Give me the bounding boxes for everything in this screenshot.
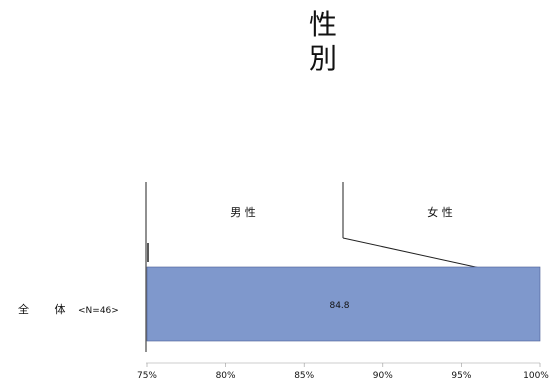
- legend-leader-line: [342, 237, 481, 269]
- x-tick-label: 100%: [523, 371, 549, 381]
- x-tick-label: 80%: [216, 371, 236, 381]
- chart-title-char-1: 性: [308, 8, 337, 41]
- legend-label-female: 女 性: [427, 205, 453, 219]
- bar-segment-male: [146, 266, 541, 342]
- chart-title-char-2: 別: [308, 42, 337, 75]
- x-tick-label: 90%: [373, 371, 393, 381]
- x-tick-label: 85%: [294, 371, 314, 381]
- x-tick-label: 75%: [137, 371, 157, 381]
- category-count-label: <N=46>: [78, 306, 119, 316]
- legend-label-male: 男 性: [230, 205, 256, 219]
- category-label: 全 体: [18, 302, 66, 316]
- chart-title: 性 別: [0, 8, 556, 76]
- data-label-male: 84.8: [329, 301, 349, 311]
- x-tick-label: 95%: [451, 371, 471, 381]
